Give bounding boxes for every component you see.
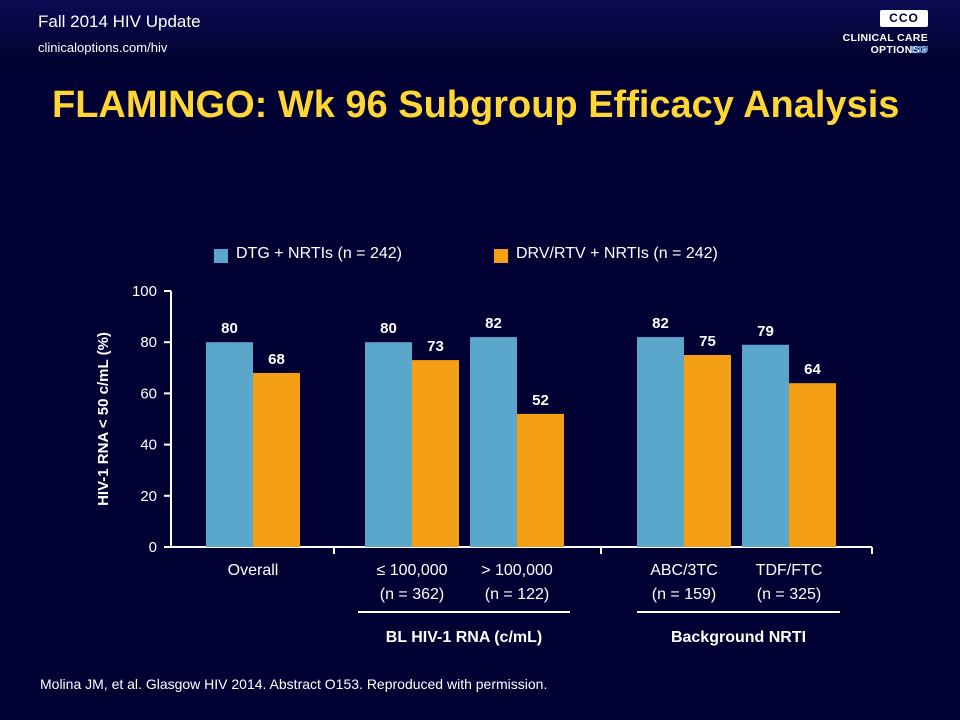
data-label-dtg-0: 80 [221, 320, 238, 337]
category-label-4-0: TDF/FTC [756, 562, 823, 579]
data-label-drv-2: 52 [532, 392, 549, 409]
bar-dtg-3 [637, 337, 684, 547]
data-label-drv-1: 73 [427, 338, 444, 355]
category-label-1-1: (n = 362) [380, 586, 444, 603]
category-label-3-1: (n = 159) [652, 586, 716, 603]
citation: Molina JM, et al. Glasgow HIV 2014. Abst… [40, 676, 548, 692]
legend-label-dtg: DTG + NRTIs (n = 242) [236, 245, 402, 262]
legend-label-drv: DRV/RTV + NRTIs (n = 242) [516, 245, 718, 262]
category-label-0-0: Overall [228, 562, 279, 579]
category-label-2-0: > 100,000 [481, 562, 553, 579]
category-label-3-0: ABC/3TC [650, 562, 718, 579]
conference-title: Fall 2014 HIV Update [38, 12, 201, 31]
bar-dtg-1 [365, 342, 412, 547]
bar-dtg-4 [742, 344, 789, 547]
data-label-dtg-1: 80 [380, 320, 397, 337]
group-label-0: BL HIV-1 RNA (c/mL) [386, 629, 542, 646]
bar-drv-2 [517, 413, 564, 547]
cco-logo-subtext: HIV [911, 45, 928, 56]
category-label-2-1: (n = 122) [485, 586, 549, 603]
y-tick-label-60: 60 [140, 385, 157, 402]
y-tick-label-100: 100 [132, 283, 157, 300]
conference-url[interactable]: clinicaloptions.com/hiv [38, 40, 168, 55]
y-tick-label-0: 0 [149, 539, 157, 556]
cco-logo-text: CLINICAL CARE OPTIONS® [842, 32, 928, 56]
bar-drv-4 [789, 383, 836, 547]
y-tick-label-20: 20 [140, 488, 157, 505]
y-tick-label-40: 40 [140, 437, 157, 454]
slide-title: FLAMINGO: Wk 96 Subgroup Efficacy Analys… [52, 84, 900, 126]
legend-swatch-drv [494, 249, 508, 263]
category-label-4-1: (n = 325) [757, 586, 821, 603]
bar-dtg-0 [206, 342, 253, 547]
bar-drv-0 [253, 372, 300, 547]
group-label-1: Background NRTI [671, 629, 806, 646]
data-label-drv-0: 68 [268, 351, 285, 368]
data-label-dtg-3: 82 [652, 315, 669, 332]
data-label-drv-4: 64 [804, 361, 821, 378]
bar-drv-1 [412, 360, 459, 547]
data-label-drv-3: 75 [699, 333, 716, 350]
legend-swatch-dtg [214, 249, 228, 263]
y-tick-label-80: 80 [140, 334, 157, 351]
bar-dtg-2 [470, 337, 517, 547]
category-label-1-0: ≤ 100,000 [376, 562, 447, 579]
cco-logo-mark: CCO [880, 10, 928, 27]
header-band [0, 0, 960, 66]
data-label-dtg-4: 79 [757, 323, 774, 340]
y-axis-label: HIV-1 RNA < 50 c/mL (%) [95, 332, 112, 506]
bar-drv-3 [684, 355, 731, 547]
data-label-dtg-2: 82 [485, 315, 502, 332]
